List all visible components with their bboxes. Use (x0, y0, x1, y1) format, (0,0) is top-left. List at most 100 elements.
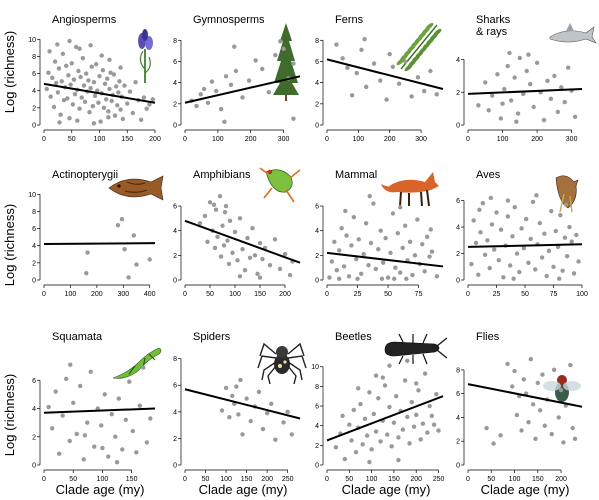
data-point (81, 457, 86, 462)
y-tick-label: 10 (311, 364, 319, 371)
data-point (517, 269, 522, 275)
data-point (76, 68, 81, 74)
data-point (500, 101, 505, 106)
fish-icon (108, 175, 164, 201)
data-point (260, 426, 266, 432)
data-point (223, 203, 229, 209)
data-point (385, 432, 390, 437)
data-point (371, 411, 377, 417)
data-point (425, 430, 430, 435)
data-point (233, 68, 239, 74)
trend-line (326, 251, 444, 268)
data-point (415, 217, 420, 222)
data-point (223, 74, 229, 79)
data-point (51, 104, 57, 110)
data-point (122, 83, 127, 88)
y-tick-label: 2 (173, 253, 177, 260)
panel-flies: 0 2 4 6 8 0 50 100 150 200 Flies (456, 331, 583, 483)
data-point (507, 263, 513, 268)
data-point (130, 428, 135, 434)
trend-line (184, 388, 301, 420)
data-point (120, 447, 125, 452)
x-tick-label: 75 (550, 291, 558, 298)
data-point (96, 100, 101, 105)
data-point (264, 410, 270, 416)
x-tick-label: 50 (487, 476, 495, 483)
flower-icon (138, 29, 153, 83)
data-point (359, 47, 364, 53)
x-tick-label: 50 (69, 476, 77, 483)
data-point (473, 240, 479, 246)
y-tick-label: 8 (456, 367, 460, 374)
data-point (273, 52, 278, 58)
data-point (218, 254, 224, 259)
data-point (50, 75, 55, 81)
data-point (90, 103, 96, 109)
data-point (405, 414, 410, 420)
data-point (418, 437, 423, 442)
panel-amphibians: 0 2 4 6 0 50 100 150 200 Amphibians (173, 167, 301, 298)
y-tick-label: 4 (315, 80, 319, 87)
data-point (218, 106, 224, 112)
data-point (240, 246, 245, 252)
x-axis-title-col-3: Clade age (my) (342, 482, 431, 497)
data-point (123, 417, 128, 422)
data-point (407, 239, 413, 244)
data-point (434, 392, 439, 397)
data-point (52, 59, 58, 64)
data-point (277, 266, 283, 272)
data-point (244, 396, 249, 401)
x-tick-label: 150 (254, 291, 266, 298)
trend-line (467, 383, 583, 408)
data-point (130, 110, 135, 116)
panel-title: Squamata (52, 331, 103, 343)
data-point (198, 92, 203, 97)
data-point (512, 368, 517, 374)
panel-title: Angiosperms (52, 14, 117, 26)
data-point (57, 120, 62, 125)
data-point (334, 42, 339, 47)
data-point (92, 93, 98, 99)
x-tick-label: 100 (65, 291, 77, 298)
y-axis-title-row-2: Log (richness) (2, 204, 17, 286)
y-tick-label: 2 (456, 90, 460, 97)
data-point (150, 97, 155, 102)
data-point (519, 226, 524, 231)
data-point (541, 117, 547, 123)
data-point (213, 207, 219, 212)
data-point (255, 271, 260, 277)
data-point (113, 434, 118, 439)
data-point (489, 93, 495, 98)
data-point (235, 258, 240, 263)
data-point (354, 256, 359, 262)
data-point (351, 407, 356, 413)
panel-aves: 0 2 4 6 0 25 50 75 100 Aves (456, 169, 588, 298)
data-point (211, 202, 217, 207)
data-point (58, 112, 63, 117)
data-point (544, 273, 549, 279)
data-point (483, 80, 488, 85)
y-tick-label: 8 (32, 54, 36, 61)
data-point (411, 424, 417, 429)
data-point (390, 64, 396, 69)
data-point (126, 275, 131, 280)
data-point (329, 259, 335, 264)
data-point (526, 260, 531, 265)
y-tick-label: 6 (173, 383, 177, 390)
x-tick-label: 200 (410, 476, 422, 483)
data-point (400, 427, 406, 432)
data-point (539, 255, 545, 260)
x-tick-label: 200 (531, 136, 543, 143)
data-point (515, 111, 521, 116)
y-tick-label: 4 (456, 415, 460, 422)
data-point (570, 425, 575, 431)
y-tick-label: 4 (173, 228, 177, 235)
data-point (568, 362, 573, 368)
data-point (111, 72, 117, 77)
x-tick-label: 0 (183, 476, 187, 483)
data-point (67, 438, 72, 444)
trend-line (326, 395, 444, 442)
data-point (355, 276, 360, 281)
data-point (109, 98, 114, 104)
data-point (366, 263, 371, 268)
